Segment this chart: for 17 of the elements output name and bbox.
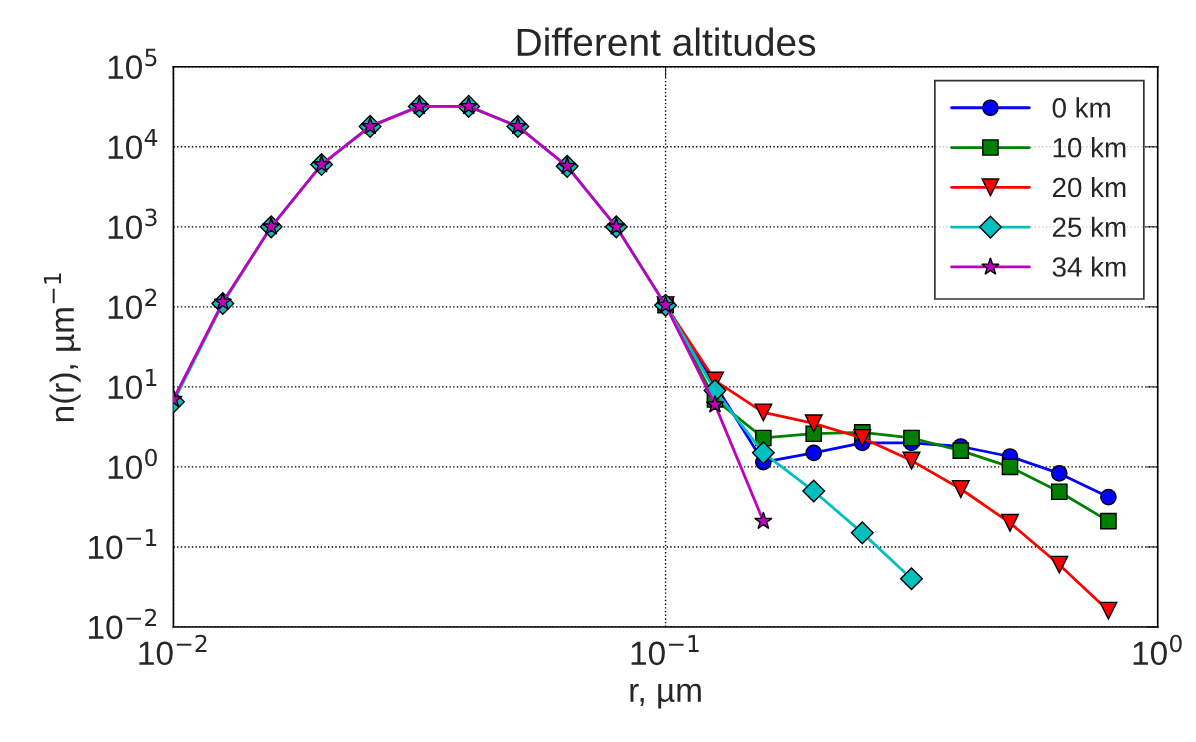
y-axis-title: n(r), µm$^{−1}$ — [43, 273, 81, 422]
y-tick-label: 10$^{2}$ — [108, 288, 157, 320]
y-tick-label: 10$^{3}$ — [108, 208, 157, 239]
y-tick-label: 10$^{0}$ — [108, 448, 157, 480]
chart-title: Different altitudes — [517, 27, 816, 57]
legend-label: 20 km — [1052, 176, 1126, 198]
y-tick-label: 10$^{4}$ — [108, 128, 158, 159]
x-axis-title: r, µm — [630, 683, 701, 709]
legend-label: 34 km — [1052, 256, 1126, 277]
legend-label: 0 km — [1052, 97, 1110, 118]
x-tick-label: 10$^{−1}$ — [631, 635, 699, 666]
y-tick-label: 10$^{5}$ — [108, 48, 157, 79]
legend-label: 10 km — [1053, 137, 1126, 158]
y-tick-label: 10$^{−1}$ — [89, 529, 157, 560]
legend-label: 25 km — [1052, 216, 1126, 238]
y-tick-label: 10$^{1}$ — [108, 368, 157, 400]
x-tick-label: 10$^{0}$ — [1133, 634, 1182, 666]
